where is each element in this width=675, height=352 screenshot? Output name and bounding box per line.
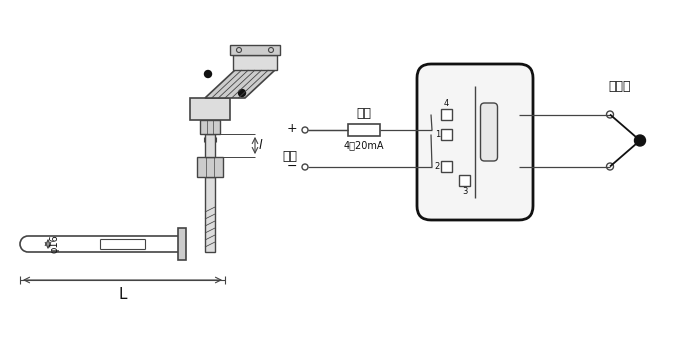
Bar	[197, 157, 223, 177]
Bar	[205, 134, 215, 157]
Bar	[441, 161, 452, 172]
Text: +: +	[286, 122, 297, 136]
Circle shape	[634, 135, 645, 146]
Circle shape	[607, 163, 614, 170]
Bar	[441, 109, 452, 120]
Text: L: L	[118, 287, 127, 302]
Circle shape	[607, 111, 614, 118]
FancyBboxPatch shape	[481, 103, 497, 161]
Circle shape	[238, 89, 246, 96]
Bar	[441, 129, 452, 140]
Text: 1: 1	[435, 130, 440, 139]
Circle shape	[205, 70, 211, 77]
Bar	[190, 98, 230, 120]
Text: 4～20mA: 4～20mA	[344, 140, 384, 150]
Text: 电源: 电源	[283, 150, 298, 163]
FancyBboxPatch shape	[417, 64, 533, 220]
Text: φ16: φ16	[50, 235, 60, 253]
Bar	[230, 45, 280, 55]
Bar	[200, 120, 220, 134]
Text: 3: 3	[462, 187, 467, 196]
Bar	[348, 124, 380, 136]
Text: l: l	[259, 139, 263, 152]
Bar	[233, 55, 277, 70]
Text: 热电偶: 热电偶	[609, 80, 631, 93]
Bar	[205, 177, 215, 252]
Text: 2: 2	[435, 162, 440, 171]
Bar	[459, 175, 470, 186]
Text: 4: 4	[444, 99, 449, 108]
Text: −: −	[286, 159, 297, 172]
Bar	[178, 228, 186, 260]
Text: 负载: 负载	[356, 107, 371, 120]
Polygon shape	[205, 70, 275, 98]
